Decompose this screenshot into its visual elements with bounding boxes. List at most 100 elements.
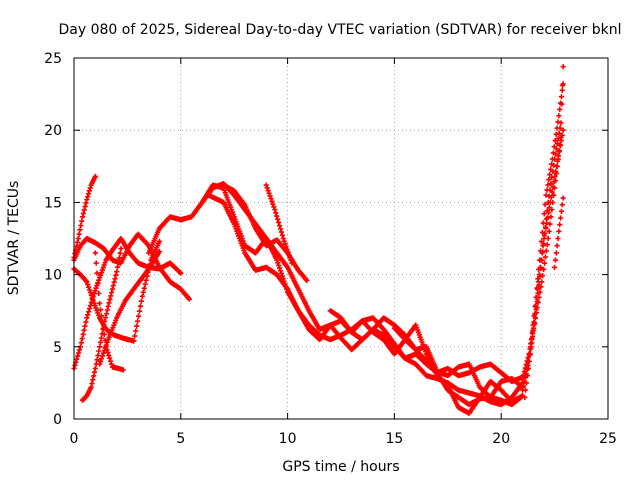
data-point (278, 270, 284, 276)
data-point (276, 262, 282, 269)
data-point (88, 384, 94, 390)
data-point (96, 348, 102, 354)
data-point (560, 127, 566, 133)
series-track-11 (220, 182, 310, 283)
data-point (143, 277, 149, 283)
data-point (549, 207, 555, 213)
data-point (270, 201, 276, 207)
data-point (284, 246, 290, 253)
data-point (554, 125, 560, 131)
data-point (272, 207, 278, 213)
data-point (120, 367, 126, 373)
data-point (536, 266, 542, 273)
data-point (178, 270, 184, 276)
data-point (87, 185, 93, 191)
data-point (533, 310, 539, 316)
data-point (133, 328, 139, 334)
data-point (560, 81, 566, 87)
data-point (86, 284, 92, 290)
data-point (557, 142, 563, 148)
data-point (548, 214, 554, 220)
data-point (541, 266, 547, 273)
data-point (557, 106, 563, 113)
data-point (86, 188, 92, 194)
data-point (88, 292, 94, 298)
data-point (90, 377, 96, 383)
x-tick-label: 15 (385, 431, 403, 447)
data-point (156, 248, 163, 255)
data-point (282, 241, 288, 247)
data-point (556, 130, 562, 136)
data-point (273, 210, 279, 216)
data-point (283, 244, 289, 250)
data-point (269, 198, 275, 205)
data-point (287, 254, 293, 261)
data-point (537, 248, 544, 254)
data-point (100, 350, 107, 356)
data-point (107, 296, 113, 303)
data-point (541, 260, 548, 266)
data-point (559, 202, 565, 208)
data-point (274, 257, 280, 263)
data-point (278, 229, 285, 235)
data-point (535, 299, 541, 306)
series-track-14 (391, 325, 526, 400)
data-point (555, 235, 561, 242)
data-point (93, 260, 99, 266)
data-point (543, 192, 549, 198)
data-point (117, 250, 123, 256)
data-point (106, 352, 112, 359)
data-point (108, 289, 115, 296)
data-point (558, 134, 564, 141)
series-track-19 (552, 195, 566, 270)
x-tick-label: 25 (599, 431, 617, 447)
data-point (96, 290, 102, 296)
data-point (85, 312, 91, 318)
data-point (80, 331, 86, 338)
data-point (520, 383, 527, 389)
data-point (555, 119, 561, 125)
data-point (103, 315, 109, 321)
data-point (110, 282, 116, 289)
data-point (538, 284, 544, 290)
series-track-2 (71, 173, 98, 260)
data-point (554, 243, 560, 249)
data-point (275, 219, 282, 226)
data-point (537, 289, 543, 295)
x-tick-label: 5 (176, 431, 185, 447)
data-point (112, 276, 118, 282)
data-point (89, 380, 95, 387)
data-point (114, 264, 121, 270)
data-point (551, 144, 557, 150)
data-point (132, 333, 138, 339)
data-point (279, 232, 285, 238)
y-tick-label: 5 (53, 340, 62, 356)
data-point (554, 163, 560, 169)
data-point (75, 353, 81, 359)
data-point (529, 335, 535, 342)
data-point (556, 113, 562, 119)
data-point (530, 325, 537, 331)
data-points (71, 64, 566, 416)
data-point (98, 356, 105, 362)
data-point (552, 264, 558, 270)
chart-title: Day 080 of 2025, Sidereal Day-to-day VTE… (59, 22, 622, 38)
data-point (541, 211, 547, 217)
x-tick-label: 20 (492, 431, 510, 447)
data-point (82, 323, 88, 329)
data-point (97, 361, 103, 367)
data-point (75, 350, 82, 356)
data-point (519, 375, 526, 382)
data-point (280, 235, 286, 242)
data-point (103, 311, 110, 317)
data-point (271, 204, 277, 210)
data-point (288, 257, 294, 263)
x-tick-label: 0 (70, 431, 79, 447)
data-point (545, 235, 551, 242)
data-point (106, 300, 112, 306)
y-tick-label: 10 (44, 268, 62, 284)
data-point (109, 286, 116, 292)
data-point (105, 349, 111, 356)
data-point (101, 347, 107, 354)
